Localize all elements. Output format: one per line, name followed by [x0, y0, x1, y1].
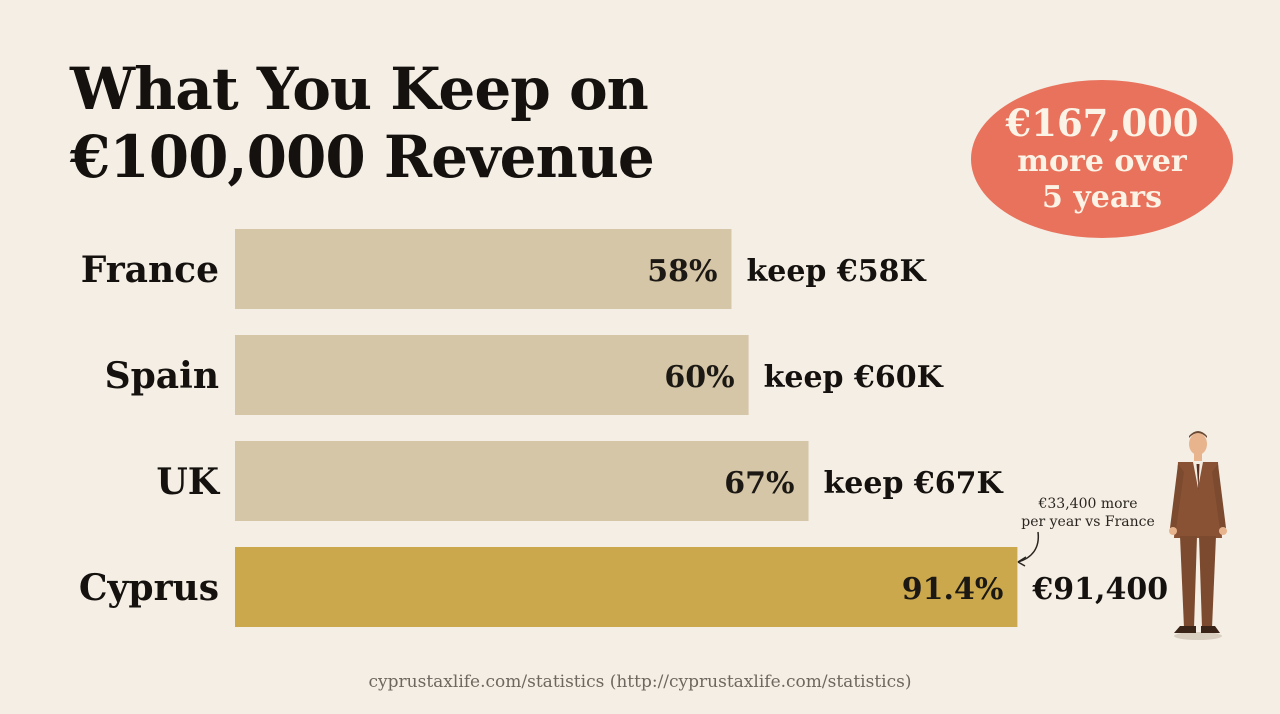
badge-line-2: more over	[1017, 144, 1187, 179]
category-label-cyprus: Cyprus	[79, 567, 219, 609]
source-footer: cyprustaxlife.com/statistics (http://cyp…	[368, 672, 912, 692]
value-label-france: 58%	[647, 254, 717, 289]
category-label-uk: UK	[156, 461, 220, 503]
badge-amount: €167,000	[1005, 101, 1199, 145]
value-label-cyprus: 91.4%	[902, 572, 1004, 607]
annotation-line-2: per year vs France	[1021, 514, 1155, 530]
savings-badge: €167,000 more over 5 years	[971, 80, 1233, 238]
businessman-illustration-icon	[1169, 431, 1227, 640]
annotation-line-1: €33,400 more	[1038, 496, 1138, 512]
keep-label-france: keep €58K	[746, 254, 926, 289]
bar-france	[235, 229, 732, 309]
category-label-france: France	[81, 249, 219, 291]
title-line-2: €100,000 Revenue	[70, 123, 655, 191]
value-label-uk: 67%	[724, 466, 794, 501]
keep-label-cyprus: €91,400	[1031, 572, 1168, 607]
page-title: What You Keep on €100,000 Revenue	[70, 55, 655, 191]
annotation-note: €33,400 more per year vs France	[998, 495, 1178, 531]
curved-arrow-icon	[1017, 531, 1040, 567]
keep-label-uk: keep €67K	[824, 466, 1004, 501]
bar-cyprus	[235, 547, 1018, 627]
keep-label-spain: keep €60K	[764, 360, 944, 395]
category-label-spain: Spain	[105, 355, 219, 397]
bar-spain	[235, 335, 749, 415]
value-label-spain: 60%	[664, 360, 734, 395]
badge-line-3: 5 years	[1042, 180, 1162, 215]
bar-uk	[235, 441, 809, 521]
title-line-1: What You Keep on	[70, 55, 649, 123]
